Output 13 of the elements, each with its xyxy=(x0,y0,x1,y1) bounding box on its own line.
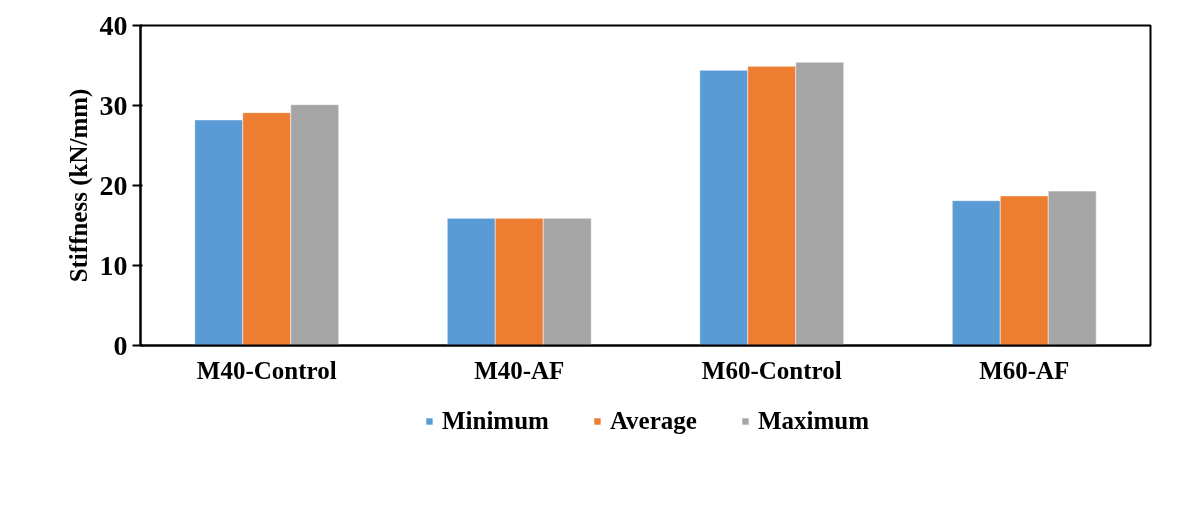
y-tick-label: 30 xyxy=(99,89,128,121)
y-tick-label: 10 xyxy=(99,249,128,281)
y-tick-label: 0 xyxy=(113,329,128,361)
y-tick-label: 40 xyxy=(99,9,128,41)
x-tick-label: M60-AF xyxy=(979,356,1070,384)
x-tick-label: M60-Control xyxy=(701,356,842,384)
legend-label: Maximum xyxy=(757,407,870,435)
legend-label: Minimum xyxy=(441,407,549,435)
legend-label: Average xyxy=(609,407,697,435)
x-tick-label: M40-Control xyxy=(196,356,337,384)
y-tick-label: 20 xyxy=(99,169,128,201)
y-axis-title: Stiffness (kN/mm) xyxy=(64,88,93,283)
x-tick-label: M40-AF xyxy=(474,356,565,384)
